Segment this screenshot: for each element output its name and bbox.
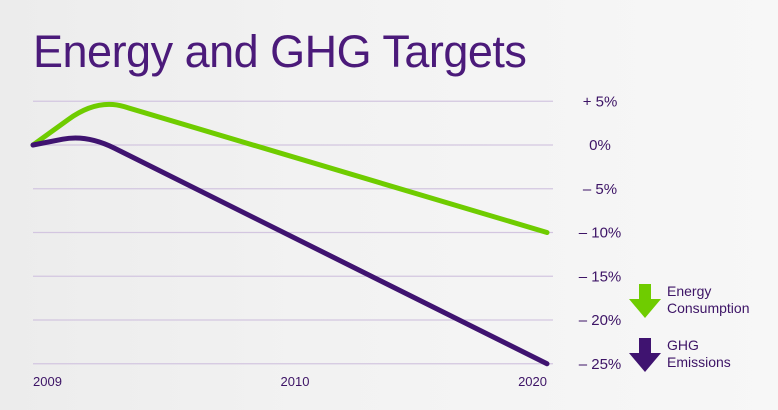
legend-ghg-line2: Emissions [667,354,731,370]
y-tick-label: – 10% [579,225,622,242]
arrow-down-icon [629,284,661,318]
series-line-ghg [30,135,550,367]
gridlines [33,100,553,365]
legend-ghg-line1: GHG [667,337,699,353]
chart-title: Energy and GHG Targets [33,26,527,77]
x-tick-label: 2020 [518,374,547,389]
arrow-down-icon [629,338,661,372]
y-tick-label: – 25% [579,356,622,373]
y-axis-ticks: + 5% 0% – 5% – 10% – 15% – 20% – 25% [579,93,622,373]
x-tick-label: 2009 [33,374,62,389]
y-tick-label: – 15% [579,268,622,285]
y-tick-label: 0% [589,137,611,154]
legend-energy-label: Energy Consumption [667,283,750,317]
legend-icons [629,284,661,372]
y-tick-label: – 5% [583,181,617,198]
legend-energy-line1: Energy [667,283,712,299]
series-line-energy [30,101,550,235]
legend-ghg-label: GHG Emissions [667,337,731,371]
y-tick-label: + 5% [583,93,618,110]
legend-energy-line2: Consumption [667,300,750,316]
x-axis-ticks: 2009 2010 2020 [33,374,547,389]
series-lines [30,101,550,367]
y-tick-label: – 20% [579,312,622,329]
x-tick-label: 2010 [281,374,310,389]
